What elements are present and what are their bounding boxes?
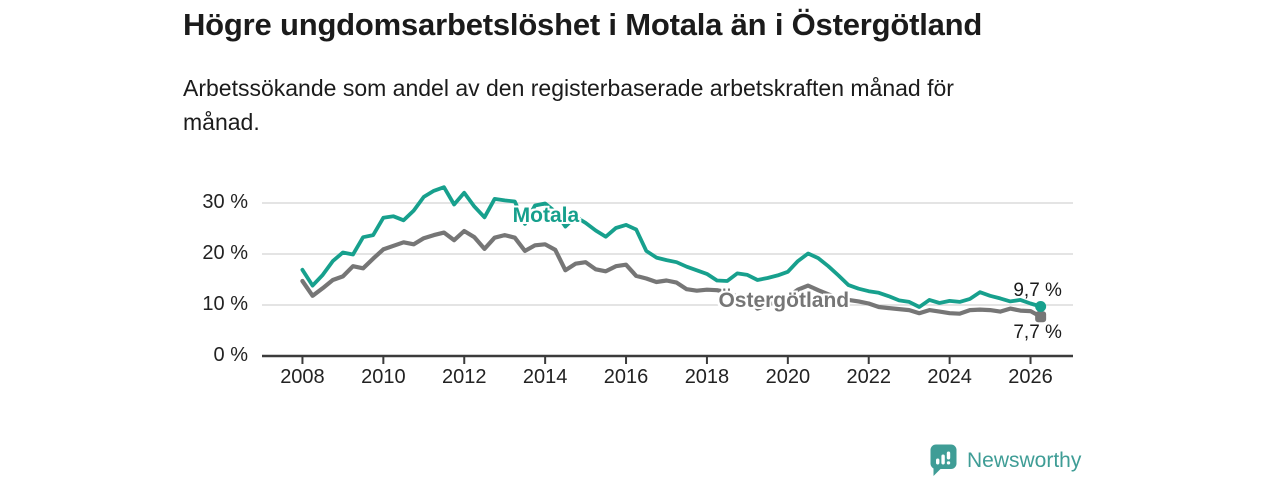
series-label-motala: Motala — [512, 203, 580, 227]
y-tick-label: 0 % — [213, 344, 248, 367]
y-tick-label: 10 % — [202, 293, 248, 316]
series-end-marker-östergötland — [1035, 311, 1047, 323]
x-tick-label: 2026 — [1008, 366, 1053, 388]
chart-subtitle-line2: månad. — [183, 109, 260, 135]
series-label-östergötland: Östergötland — [718, 288, 850, 312]
x-tick-label: 2024 — [927, 366, 972, 388]
chart-subtitle-line1: Arbetssökande som andel av den registerb… — [183, 75, 954, 101]
chart-subtitle: Arbetssökande som andel av den registerb… — [183, 71, 954, 139]
newsworthy-wordmark: Newsworthy — [967, 448, 1082, 472]
newsworthy-brand: Newsworthy — [930, 444, 1081, 477]
y-tick-label: 20 % — [202, 242, 248, 265]
x-tick-label: 2018 — [684, 366, 730, 388]
chart-title: Högre ungdomsarbetslöshet i Motala än i … — [183, 7, 983, 42]
newsworthy-logo-icon — [930, 444, 957, 476]
y-tick-label: 30 % — [202, 191, 248, 214]
x-tick-label: 2010 — [361, 366, 406, 388]
series-end-marker-motala — [1035, 301, 1047, 313]
x-tick-label: 2012 — [441, 366, 487, 388]
series-end-value-motala: 9,7 % — [1013, 279, 1062, 301]
x-tick-label: 2020 — [765, 366, 811, 388]
series-line-östergötland — [300, 228, 1043, 319]
x-tick-label: 2014 — [522, 366, 568, 388]
x-tick-label: 2022 — [846, 366, 891, 388]
x-tick-label: 2008 — [280, 366, 325, 388]
series-end-value-östergötland: 7,7 % — [1013, 321, 1062, 343]
series-line-motala — [300, 185, 1043, 309]
x-tick-label: 2016 — [603, 366, 649, 388]
